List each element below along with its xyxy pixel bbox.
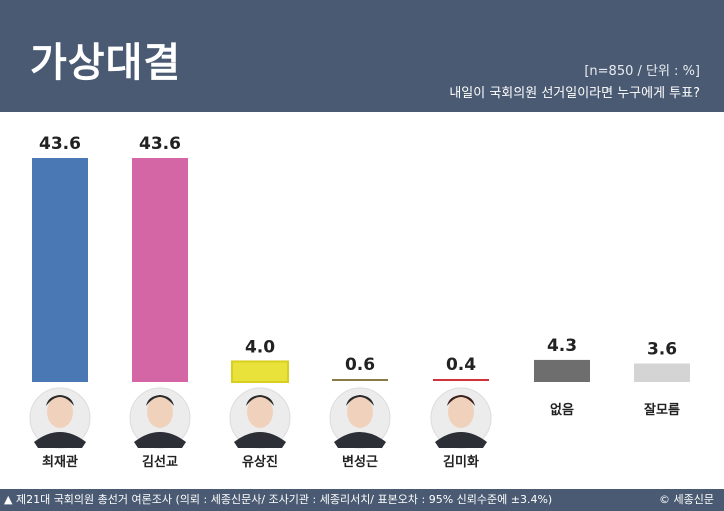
category-label-7: 잘모름 (644, 403, 680, 418)
survey-question: 내일이 국회의원 선거일이라면 누구에게 투표? (449, 86, 700, 101)
category-label-3: 유상진 (242, 454, 278, 470)
bar-5 (433, 379, 489, 381)
category-label-1: 최재관 (42, 454, 78, 470)
bar-7 (634, 363, 690, 382)
category-label-2: 김선교 (142, 454, 178, 470)
footer-source: ▲ 제21대 국회의원 총선거 여론조사 (의뢰 : 세종신문사/ 조사기관 :… (4, 493, 553, 506)
bar-1 (32, 158, 88, 382)
bar-2 (132, 158, 188, 382)
candidate-avatar-1 (29, 387, 91, 449)
footer-bar: ▲ 제21대 국회의원 총선거 여론조사 (의뢰 : 세종신문사/ 조사기관 :… (0, 489, 724, 511)
bar-chart: 43.6 최재관 43.6 김선교 4.0 유상진 0.6 변성근 0.4 김미화 4.3 없음 3.6… (29, 134, 690, 470)
bar-6 (534, 359, 590, 382)
category-label-6: 없음 (550, 402, 574, 418)
candidate-avatar-4 (329, 387, 391, 449)
value-label-3: 4.0 (245, 337, 275, 357)
bar-4 (332, 379, 388, 381)
value-label-5: 0.4 (446, 355, 476, 375)
bar-3 (231, 360, 289, 383)
candidate-avatar-3 (229, 387, 291, 449)
page-title: 가상대결 (30, 40, 182, 86)
value-label-1: 43.6 (39, 134, 81, 154)
footer-copyright: © 세종신문 (659, 493, 714, 506)
header-banner: 가상대결 [n=850 / 단위 : %] 내일이 국회의원 선거일이라면 누구… (0, 0, 724, 112)
candidate-avatar-2 (129, 387, 191, 449)
value-label-6: 4.3 (547, 336, 577, 356)
category-label-4: 변성근 (342, 455, 378, 470)
sample-unit-note: [n=850 / 단위 : %] (584, 64, 700, 79)
value-label-7: 3.6 (647, 340, 677, 360)
value-label-2: 43.6 (139, 134, 181, 154)
category-label-5: 김미화 (443, 454, 479, 470)
candidate-avatar-5 (430, 387, 492, 449)
value-label-4: 0.6 (345, 355, 375, 375)
